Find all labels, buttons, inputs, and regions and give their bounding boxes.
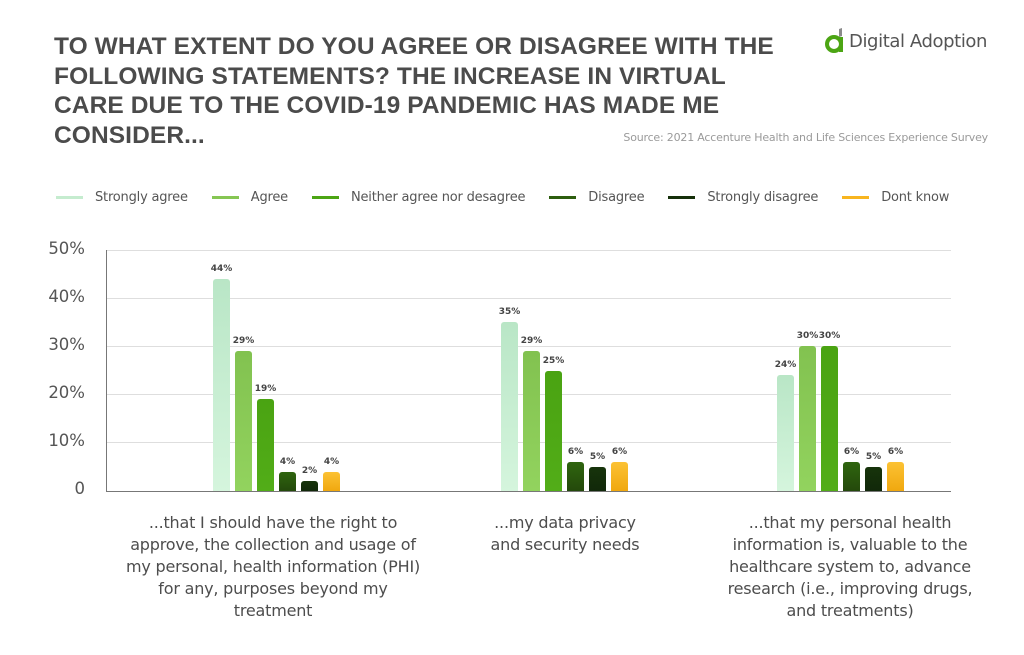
category-label-line: my personal, health information (PHI): [125, 557, 421, 576]
bar-value-label: 35%: [498, 307, 521, 318]
brand-logo: Digital Adoption: [825, 28, 987, 54]
bar: [777, 375, 794, 491]
y-tick-50: 50%: [48, 239, 85, 258]
x-axis: [106, 491, 951, 492]
bar: [301, 481, 318, 491]
bar: [567, 462, 584, 491]
y-axis: [106, 250, 107, 492]
gridline: [106, 298, 951, 299]
bar: [501, 322, 518, 491]
bar: [523, 351, 540, 491]
bar: [843, 462, 860, 491]
bar-value-label: 29%: [520, 336, 543, 347]
bar-value-label: 6%: [843, 447, 860, 458]
digital-adoption-logo-icon: [825, 28, 847, 54]
chart-legend: Strongly agree Agree Neither agree nor d…: [56, 190, 973, 205]
legend-label: Neither agree nor desagree: [350, 190, 526, 205]
bar: [545, 370, 562, 491]
category-label-line: research (i.e., improving drugs,: [727, 579, 973, 598]
bar-value-label: 6%: [887, 447, 904, 458]
bar-value-label: 25%: [542, 355, 565, 366]
y-tick-20: 20%: [48, 383, 85, 402]
category-label-line: and security needs: [490, 535, 640, 554]
bar-value-label: 29%: [232, 336, 255, 347]
legend-item-strongly-agree: Strongly agree: [56, 190, 188, 205]
bar-value-label: 4%: [279, 456, 296, 467]
bar: [257, 399, 274, 491]
category-label-line: and treatments): [786, 601, 914, 620]
category-label-research-value: ...that my personal health information i…: [695, 512, 1005, 622]
bar-value-label: 44%: [210, 263, 233, 274]
chart-title: TO WHAT EXTENT DO YOU AGREE OR DISAGREE …: [54, 33, 774, 149]
bar-value-label: 30%: [796, 331, 819, 342]
bar-value-label: 6%: [567, 447, 584, 458]
bar: [279, 471, 296, 491]
y-tick-0: 0: [74, 479, 86, 498]
bar: [887, 462, 904, 491]
bar: [235, 351, 252, 491]
legend-label: Agree: [250, 190, 288, 205]
category-label-line: treatment: [233, 601, 313, 620]
bar: [589, 466, 606, 491]
legend-label: Strongly agree: [95, 190, 188, 205]
bar: [821, 346, 838, 491]
bar-value-label: 6%: [611, 447, 628, 458]
category-label-line: healthcare system to, advance: [729, 557, 971, 576]
bar-value-label: 5%: [589, 451, 606, 462]
category-label-line: ...that my personal health: [748, 513, 952, 532]
gridline: [106, 346, 951, 347]
category-label-line: information is, valuable to the: [732, 535, 968, 554]
bar: [865, 466, 882, 491]
bar-value-label: 24%: [774, 360, 797, 371]
category-label-line: ...my data privacy: [494, 513, 636, 532]
legend-item-agree: Agree: [211, 190, 288, 205]
bar: [611, 462, 628, 491]
bar: [799, 346, 816, 491]
bar: [213, 278, 230, 491]
bar: [323, 471, 340, 491]
legend-swatch: [311, 196, 339, 199]
category-label-line: ...that I should have the right to: [148, 513, 398, 532]
legend-item-neither: Neither agree nor desagree: [311, 190, 526, 205]
bar-value-label: 4%: [323, 456, 340, 467]
bar-value-label: 5%: [865, 451, 882, 462]
legend-item-disagree: Disagree: [549, 190, 645, 205]
bar-value-label: 30%: [818, 331, 841, 342]
legend-label: Strongly disagree: [707, 190, 819, 205]
source-note: Source: 2021 Accenture Health and Life S…: [623, 131, 988, 144]
legend-swatch: [56, 196, 83, 199]
y-tick-30: 30%: [48, 335, 85, 354]
bar-value-label: 19%: [254, 384, 277, 395]
legend-item-dont-know: Dont know: [842, 190, 949, 205]
legend-swatch: [211, 196, 239, 199]
logo-text: Digital Adoption: [849, 30, 988, 52]
y-tick-10: 10%: [48, 431, 85, 450]
legend-swatch: [668, 196, 696, 199]
legend-label: Dont know: [881, 190, 950, 205]
category-label-line: for any, purposes beyond my: [158, 579, 388, 598]
legend-item-strongly-disagree: Strongly disagree: [668, 190, 818, 205]
category-label-phi-approval: ...that I should have the right to appro…: [118, 512, 428, 622]
bar-value-label: 2%: [301, 466, 318, 477]
y-tick-40: 40%: [48, 287, 85, 306]
legend-label: Disagree: [588, 190, 645, 205]
legend-swatch: [549, 196, 577, 199]
legend-swatch: [842, 196, 870, 199]
gridline: [106, 250, 951, 251]
category-label-line: approve, the collection and usage of: [130, 535, 416, 554]
category-label-data-privacy: ...my data privacy and security needs: [460, 512, 670, 556]
